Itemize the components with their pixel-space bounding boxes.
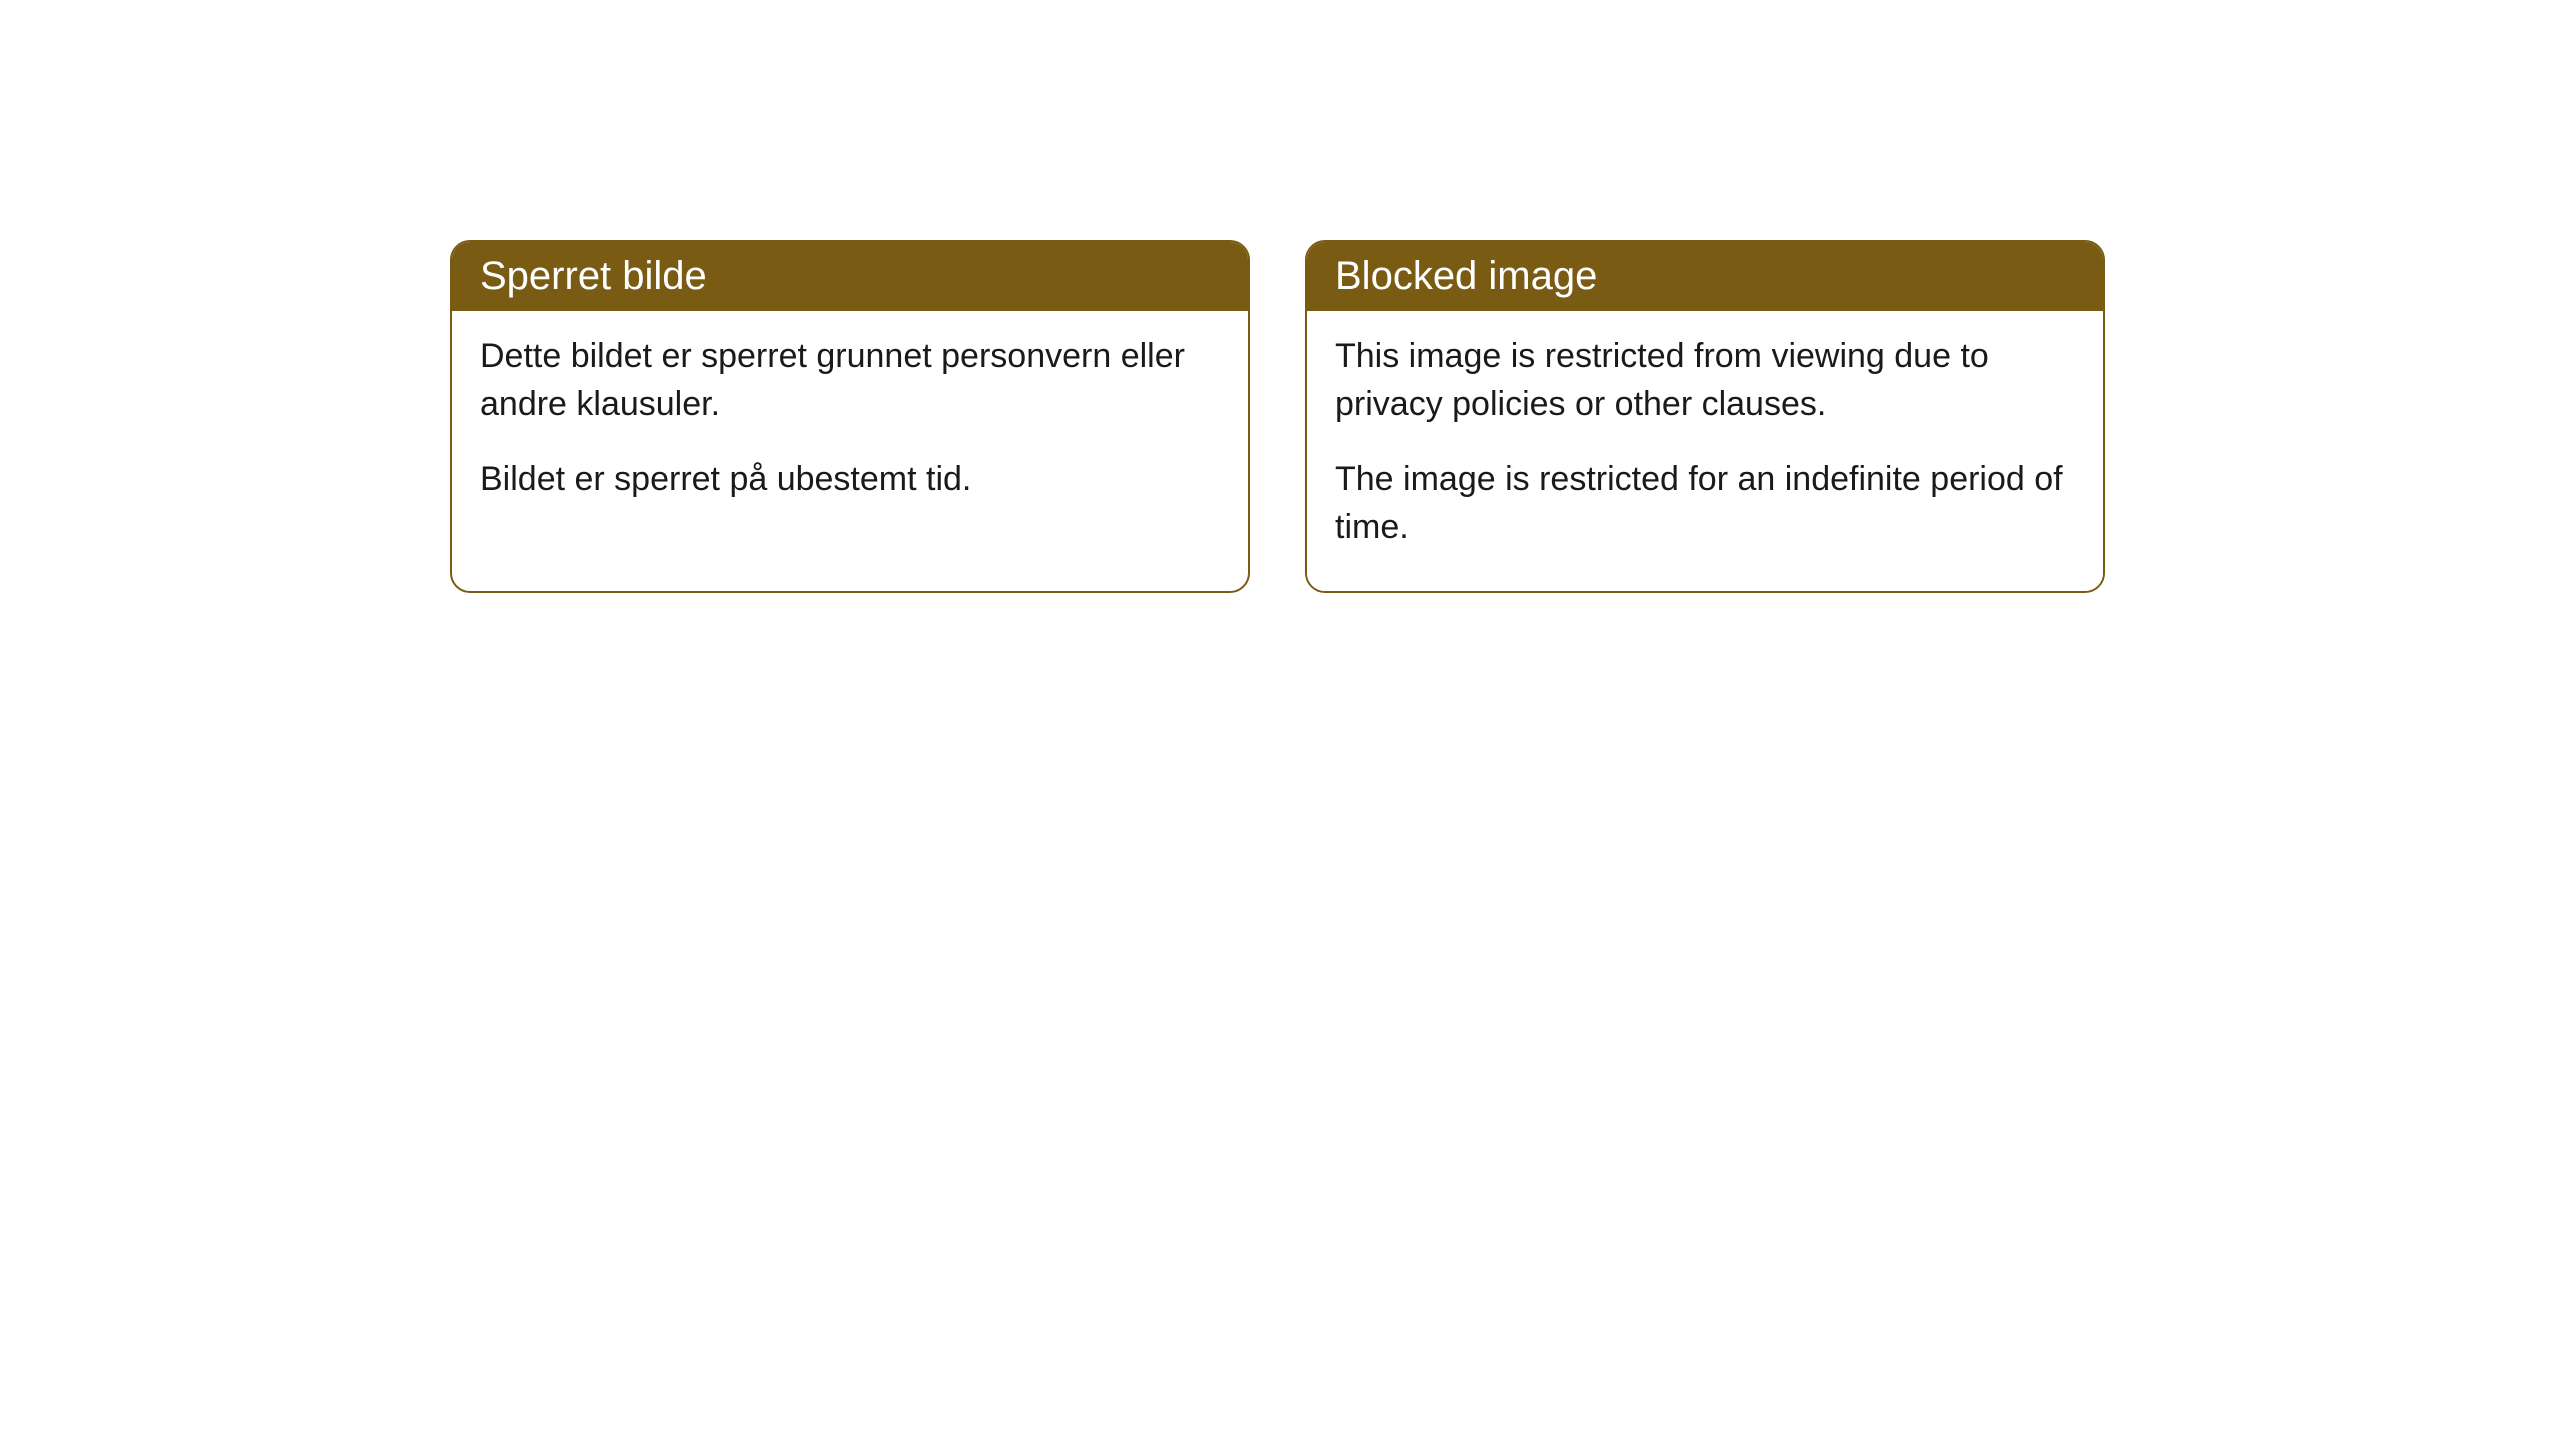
card-title-norwegian: Sperret bilde — [480, 254, 707, 298]
blocked-image-card-norwegian: Sperret bilde Dette bildet er sperret gr… — [450, 240, 1250, 593]
card-header-norwegian: Sperret bilde — [452, 242, 1248, 311]
card-header-english: Blocked image — [1307, 242, 2103, 311]
blocked-image-card-english: Blocked image This image is restricted f… — [1305, 240, 2105, 593]
card-paragraph-2-english: The image is restricted for an indefinit… — [1335, 456, 2075, 551]
card-body-norwegian: Dette bildet er sperret grunnet personve… — [452, 311, 1248, 544]
card-paragraph-1-english: This image is restricted from viewing du… — [1335, 333, 2075, 428]
card-title-english: Blocked image — [1335, 254, 1597, 298]
card-paragraph-2-norwegian: Bildet er sperret på ubestemt tid. — [480, 456, 1220, 504]
card-body-english: This image is restricted from viewing du… — [1307, 311, 2103, 591]
notice-cards-container: Sperret bilde Dette bildet er sperret gr… — [450, 240, 2560, 593]
card-paragraph-1-norwegian: Dette bildet er sperret grunnet personve… — [480, 333, 1220, 428]
